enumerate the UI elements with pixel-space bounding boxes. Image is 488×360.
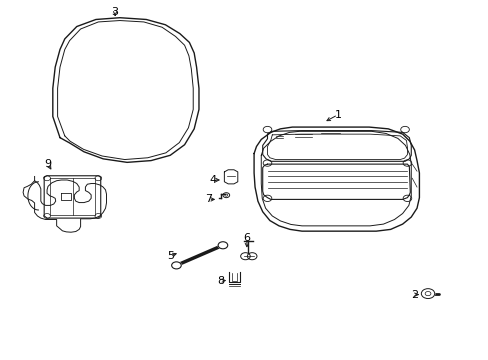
- Circle shape: [218, 242, 227, 249]
- Text: 8: 8: [217, 275, 224, 285]
- Text: 1: 1: [334, 110, 341, 120]
- Text: 3: 3: [111, 8, 119, 17]
- Text: 9: 9: [44, 159, 51, 169]
- Text: 5: 5: [166, 251, 173, 261]
- Circle shape: [171, 262, 181, 269]
- Text: 6: 6: [243, 233, 250, 243]
- Text: 7: 7: [204, 194, 212, 204]
- Circle shape: [421, 289, 434, 298]
- Text: 4: 4: [209, 175, 217, 185]
- Text: 2: 2: [410, 290, 417, 300]
